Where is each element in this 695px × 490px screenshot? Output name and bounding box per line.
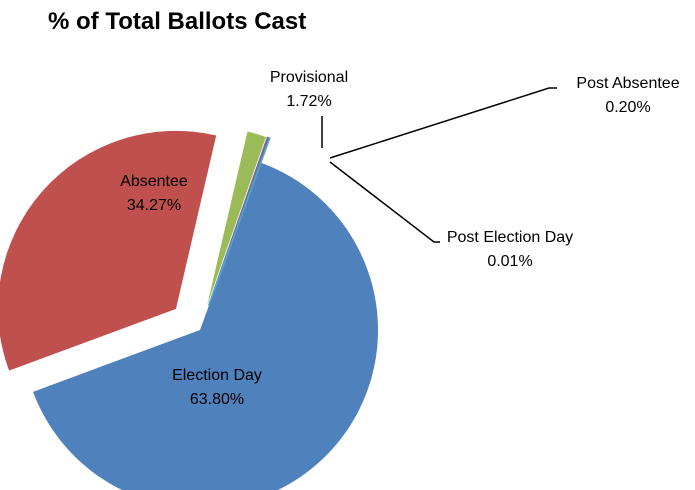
- data-label-value-election-day: 63.80%: [190, 391, 244, 408]
- data-label-name-post-absentee: Post Absentee: [576, 75, 679, 92]
- data-labels: Election Day 63.80% Absentee 34.27% Provisio…: [120, 69, 680, 408]
- data-label-value-post-absentee: 0.20%: [605, 99, 650, 116]
- data-label-value-post-election-day: 0.01%: [487, 253, 532, 270]
- data-label-value-provisional: 1.72%: [286, 93, 331, 110]
- pie-slice-provisional: [207, 131, 266, 306]
- data-label-value-absentee: 34.27%: [127, 197, 181, 214]
- data-label-name-absentee: Absentee: [120, 173, 188, 190]
- pie-slice-election-day: [33, 162, 378, 490]
- leader-line-post-election-day: [329, 161, 440, 243]
- leader-line-post-absentee: [329, 87, 557, 159]
- data-label-name-election-day: Election Day: [172, 367, 262, 384]
- pie-slices: [0, 130, 378, 490]
- leader-lines: [321, 87, 557, 243]
- chart-title: % of Total Ballots Cast: [48, 8, 307, 35]
- pie-slice-absentee: [0, 130, 217, 371]
- pie-slice-post-election-day: [208, 137, 271, 306]
- data-label-name-post-election-day: Post Election Day: [447, 229, 573, 246]
- data-label-name-provisional: Provisional: [270, 69, 348, 86]
